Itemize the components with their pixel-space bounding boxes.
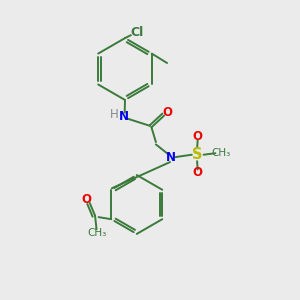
Text: Cl: Cl — [131, 26, 144, 39]
Text: N: N — [118, 110, 128, 123]
Text: O: O — [193, 130, 203, 143]
Text: S: S — [192, 147, 202, 162]
Text: CH₃: CH₃ — [87, 228, 106, 238]
Text: N: N — [166, 151, 176, 164]
Text: O: O — [82, 193, 92, 206]
Text: O: O — [193, 167, 203, 179]
Text: O: O — [163, 106, 173, 118]
Text: CH₃: CH₃ — [212, 148, 231, 158]
Text: H: H — [110, 108, 119, 121]
